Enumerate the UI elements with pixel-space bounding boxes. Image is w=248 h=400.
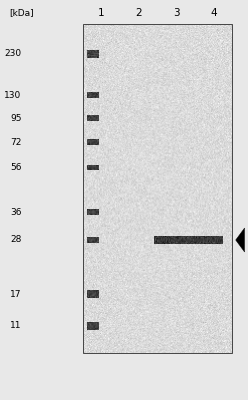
- Text: 130: 130: [4, 91, 22, 100]
- Text: 95: 95: [10, 114, 22, 123]
- Text: 17: 17: [10, 290, 22, 299]
- Text: 56: 56: [10, 163, 22, 172]
- Text: 11: 11: [10, 322, 22, 330]
- Text: 28: 28: [10, 236, 22, 244]
- Text: 3: 3: [173, 8, 180, 18]
- Text: 72: 72: [10, 138, 22, 147]
- Text: 2: 2: [135, 8, 142, 18]
- Text: 4: 4: [210, 8, 217, 18]
- Text: 36: 36: [10, 208, 22, 217]
- Polygon shape: [236, 228, 245, 252]
- Text: [kDa]: [kDa]: [9, 8, 34, 17]
- Text: 1: 1: [98, 8, 105, 18]
- Text: 230: 230: [4, 50, 22, 58]
- Bar: [83, 24, 232, 353]
